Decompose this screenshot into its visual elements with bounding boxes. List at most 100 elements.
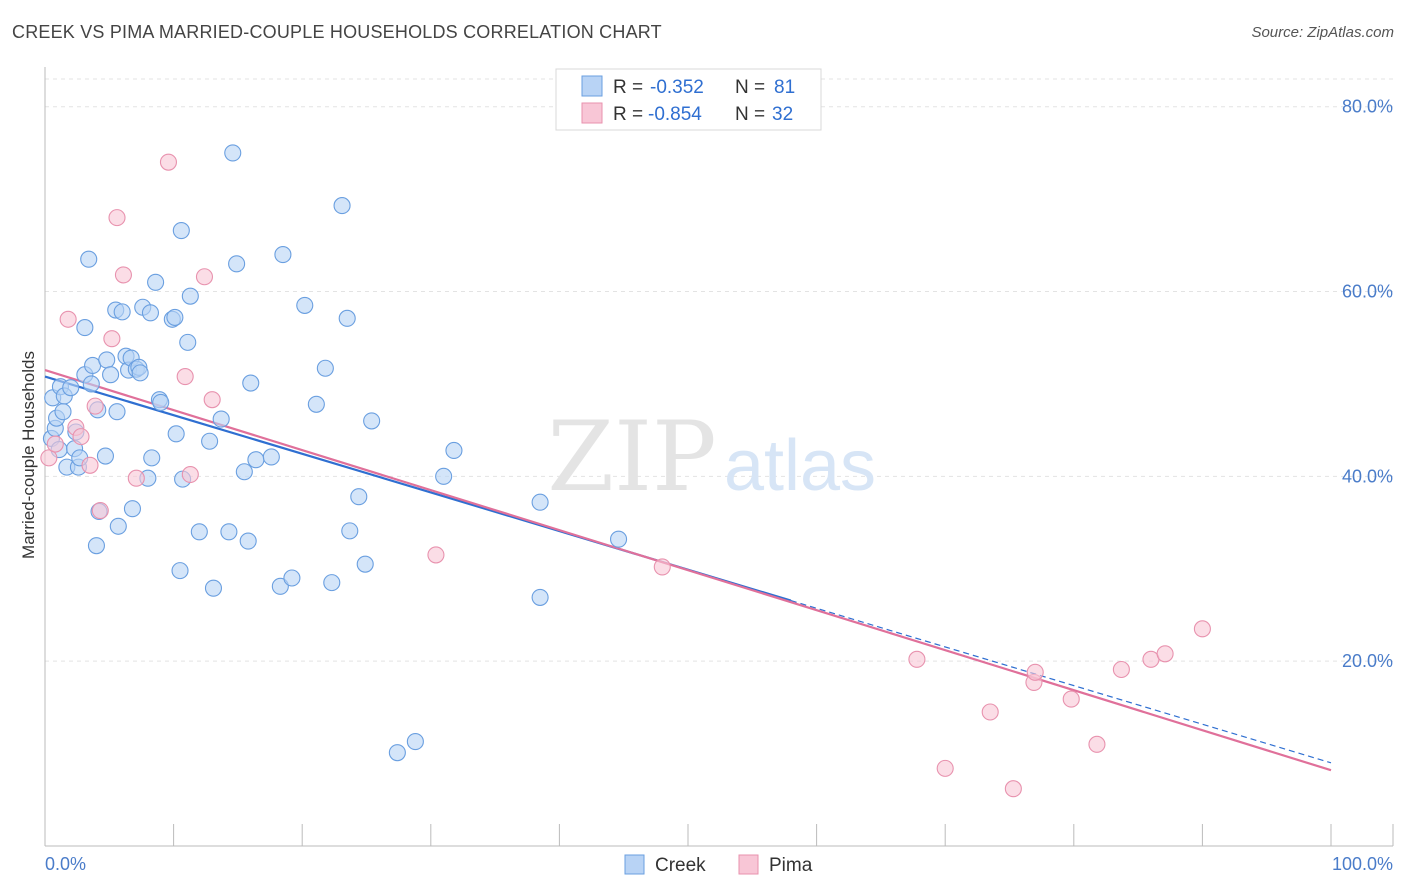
creek-point (98, 351, 116, 369)
y-tick-label: 60.0% (1342, 282, 1393, 302)
gridlines (45, 78, 1393, 662)
creek-point (323, 574, 341, 592)
pima-point (181, 465, 199, 484)
pima-point (91, 502, 109, 520)
x-tick-labels: 0.0% 100.0% (45, 854, 1393, 874)
legend-bottom-swatch-pima (738, 854, 759, 875)
watermark-atlas: atlas (724, 426, 876, 506)
creek-point (531, 493, 549, 511)
creek-point (341, 522, 359, 540)
legend-swatch-creek (581, 75, 603, 97)
creek-point (172, 222, 190, 240)
creek-point (212, 410, 230, 428)
creek-point (76, 319, 94, 337)
legend-bottom: Creek Pima (624, 854, 813, 876)
pima-point (203, 391, 221, 409)
creek-point (147, 273, 165, 291)
legend-n-label: N = (735, 77, 765, 98)
chart-title: CREEK VS PIMA MARRIED-COUPLE HOUSEHOLDS … (12, 22, 662, 42)
watermark: ZIP atlas (547, 401, 876, 513)
creek-point (271, 577, 289, 595)
creek-point (296, 296, 314, 314)
pima-point (1156, 645, 1174, 663)
creek-point (228, 255, 246, 273)
legend-row-creek: R = -0.352 N = 81 (581, 75, 795, 98)
creek-point (274, 246, 292, 264)
watermark-zip: ZIP (547, 401, 716, 513)
pima-point (127, 469, 145, 487)
pima-point (108, 209, 126, 227)
x-tick-label: 0.0% (45, 854, 86, 874)
creek-point (96, 447, 114, 465)
creek-point (283, 569, 301, 587)
creek-point (87, 537, 105, 555)
creek-point (247, 451, 265, 469)
creek-point (167, 425, 185, 443)
pima-point (103, 330, 121, 348)
pima-point (1112, 660, 1130, 679)
creek-point (82, 375, 100, 393)
creek-point (235, 463, 253, 481)
pima-point (59, 310, 77, 328)
creek-point (356, 555, 374, 573)
pima-point (40, 449, 58, 467)
creek-point (62, 379, 80, 397)
pima-point (1193, 620, 1211, 638)
pima-point (114, 266, 132, 284)
creek-point (181, 287, 199, 305)
legend-bottom-label-pima: Pima (769, 855, 813, 876)
creek-point (406, 733, 424, 751)
pima-trend-line (44, 369, 1332, 772)
creek-point (333, 197, 351, 215)
creek-point (113, 303, 131, 321)
pima-point (195, 268, 214, 286)
pima-point (86, 397, 104, 415)
legend-bottom-swatch-creek (624, 854, 645, 875)
legend-top: R = -0.352 N = 81 R = -0.854 N = 32 (555, 68, 822, 131)
pima-point (176, 368, 194, 386)
creek-point (171, 562, 189, 580)
pima-point (46, 435, 64, 453)
source-credit: Source: ZipAtlas.com (1251, 24, 1394, 41)
y-tick-labels: 20.0% 40.0% 60.0% 80.0% (1342, 97, 1393, 671)
y-tick-label: 40.0% (1342, 466, 1393, 486)
creek-point (242, 374, 260, 392)
creek-point (388, 744, 406, 762)
y-tick-label: 80.0% (1342, 97, 1393, 117)
creek-point (610, 530, 628, 548)
creek-point (435, 467, 453, 485)
legend-r-value-pima: -0.854 (648, 104, 702, 125)
pima-point (1004, 780, 1022, 798)
creek-trend-line-extension (790, 600, 1332, 764)
data-points (40, 144, 1211, 798)
creek-point (338, 309, 356, 327)
creek-point (224, 144, 242, 162)
pima-point (908, 650, 926, 668)
creek-point (201, 432, 219, 450)
legend-r-label: R = (613, 104, 643, 125)
creek-point (307, 395, 325, 413)
creek-point (445, 441, 463, 460)
pima-point (653, 558, 671, 576)
pima-point (1026, 663, 1044, 681)
pima-point (1088, 735, 1106, 753)
legend-row-pima: R = -0.854 N = 32 (581, 102, 793, 125)
creek-point (204, 579, 223, 597)
creek-point (143, 449, 161, 467)
creek-point (54, 403, 72, 421)
creek-point (152, 393, 170, 411)
creek-point (363, 412, 381, 430)
creek-point (350, 488, 368, 506)
pima-point (936, 759, 954, 777)
pima-point (159, 153, 178, 171)
creek-point (179, 333, 197, 351)
pima-point (72, 428, 90, 446)
pima-point (81, 456, 99, 474)
pima-point (981, 703, 999, 721)
creek-point (262, 448, 280, 466)
creek-point (239, 532, 257, 550)
legend-n-label: N = (735, 104, 765, 125)
creek-point (220, 523, 238, 541)
creek-point (131, 364, 149, 382)
